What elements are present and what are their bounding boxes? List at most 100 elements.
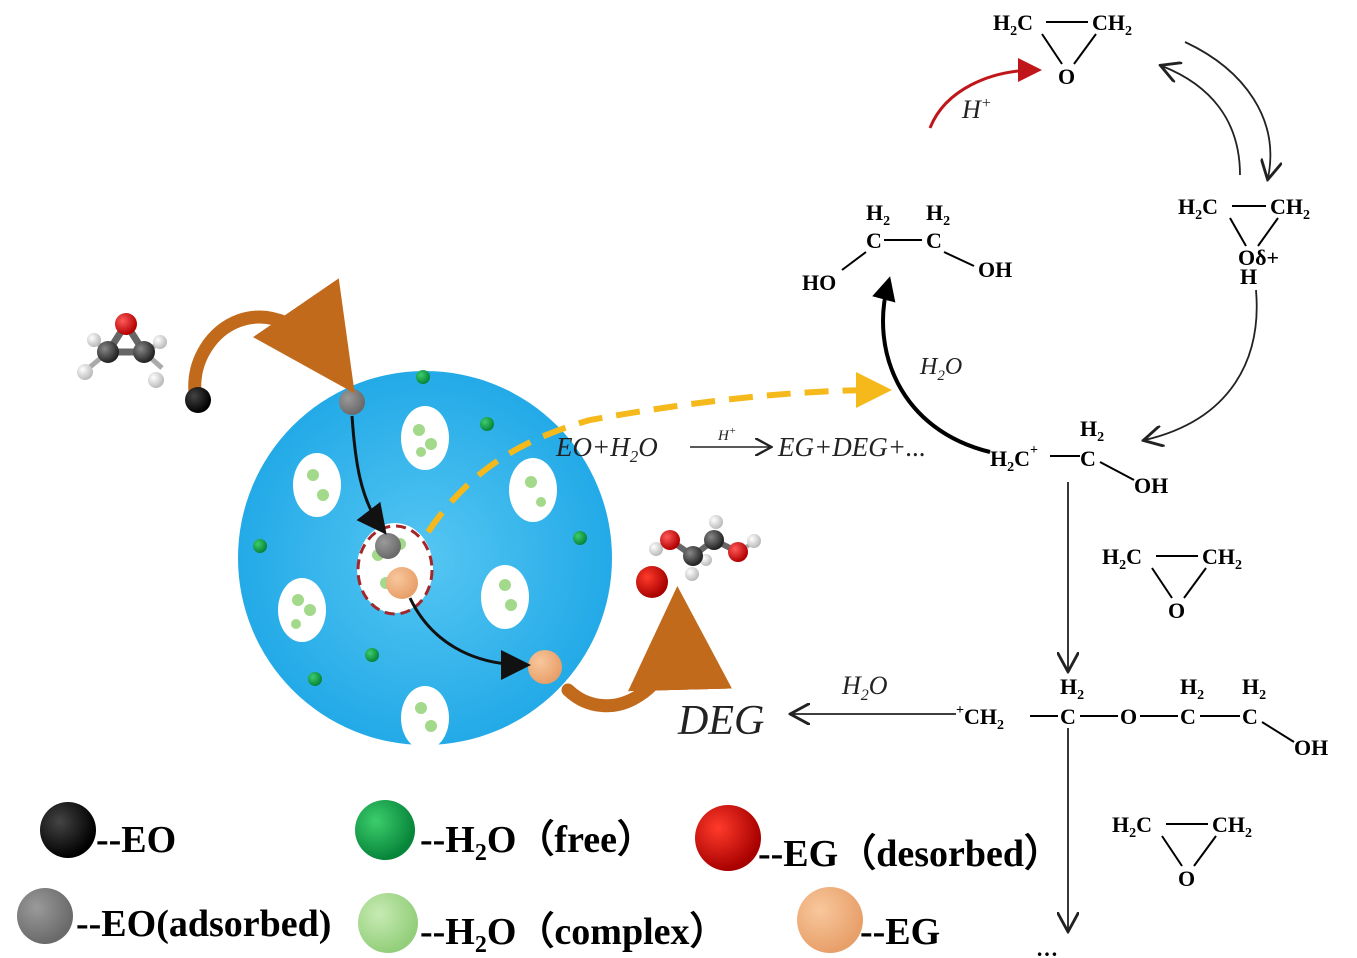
svg-text:CH2: CH2 <box>1212 812 1252 841</box>
complex-cluster <box>401 686 449 750</box>
deg-label: DEG <box>677 698 764 744</box>
legend-h2o-complex-swatch <box>358 893 418 953</box>
legend-eo-swatch <box>40 802 96 858</box>
svg-text:O: O <box>1058 64 1075 89</box>
svg-text:OH: OH <box>1294 735 1328 760</box>
free-water-dot <box>308 672 322 686</box>
reaction-left-end: O <box>638 432 658 462</box>
svg-text:H+: H+ <box>961 95 992 124</box>
equilibrium-forward-arrow <box>1184 41 1270 178</box>
diffusion-arrow <box>350 415 387 535</box>
reaction-right: EG+DEG+... <box>777 432 926 462</box>
svg-text:H2C: H2C <box>1112 812 1152 841</box>
eg-desorbed-dot <box>636 566 668 598</box>
adsorbed-eo-surface <box>339 389 365 415</box>
svg-text:H2C: H2C <box>993 10 1033 39</box>
proton-label: H <box>961 95 982 124</box>
eo-molecule-model <box>77 313 167 388</box>
eo-structure-bottom: H2C CH2 O <box>1112 812 1252 891</box>
protonated-eo-structure: H2C CH2 Oδ+ H <box>1178 194 1310 289</box>
legend-eg-desorbed-label: --EG（desorbed） <box>758 833 1062 875</box>
free-water-dot <box>253 539 267 553</box>
legend-eo-adsorbed-swatch <box>17 888 73 944</box>
product-arrow <box>408 597 531 680</box>
water-label-2: H <box>841 671 862 700</box>
legend-eo-adsorbed-label: --EO(adsorbed) <box>76 903 331 945</box>
reaction-left: EO+H <box>555 432 631 462</box>
ring-opening-arrow <box>1145 289 1258 440</box>
carbocation-structure: H2C+ H2 C OH <box>990 416 1168 498</box>
svg-text:EO+H2O: EO+H2O <box>555 432 658 466</box>
svg-text:H2O: H2O <box>841 671 888 704</box>
svg-text:C: C <box>1060 704 1076 729</box>
svg-text:C: C <box>1180 704 1196 729</box>
svg-text:--H2O（complex）: --H2O（complex） <box>420 911 728 958</box>
svg-text:H2: H2 <box>1080 416 1104 445</box>
svg-text:CH2: CH2 <box>1202 544 1242 573</box>
water-label-1: H <box>919 354 939 380</box>
eo-structure-middle: H2C CH2 O <box>1102 544 1242 623</box>
svg-text:H2C: H2C <box>1102 544 1142 573</box>
eg-surface <box>528 650 562 684</box>
svg-text:H2: H2 <box>1180 674 1204 703</box>
svg-text:Oδ+: Oδ+ <box>1238 245 1279 270</box>
reaction-catalyst-sup: + <box>729 425 736 437</box>
svg-text:OH: OH <box>1134 473 1168 498</box>
hydration-arrow <box>872 276 991 454</box>
svg-text:H2O: H2O <box>919 354 962 384</box>
reaction-left-subscript: 2 <box>630 447 639 466</box>
svg-text:O: O <box>1168 598 1185 623</box>
deg-intermediate-structure: +CH2 H2 C O H2 C H2 C OH <box>956 674 1328 760</box>
svg-text:--H2O（free）: --H2O（free） <box>420 819 655 866</box>
reaction-catalyst: H <box>717 428 730 444</box>
svg-text:H2: H2 <box>926 200 950 229</box>
free-water-dot <box>480 417 494 431</box>
legend-h2o-complex-label: --H <box>420 911 475 953</box>
svg-text:H2: H2 <box>866 200 890 229</box>
svg-text:H2: H2 <box>1242 674 1266 703</box>
svg-text:H2C: H2C <box>1178 194 1218 223</box>
complex-cluster <box>509 458 557 522</box>
svg-text:O: O <box>1120 704 1137 729</box>
free-water-dot <box>573 531 587 545</box>
catalyst-sphere-group <box>238 370 612 750</box>
svg-text:H2: H2 <box>1060 674 1084 703</box>
legend-h2o-free-swatch <box>355 800 415 860</box>
legend-eg-desorbed-swatch <box>695 805 761 871</box>
desorption-arrow <box>561 586 732 713</box>
eg-structure: H2 H2 C C HO OH <box>802 200 1012 295</box>
legend-h2o-free-label: --H <box>420 819 475 861</box>
svg-text:HO: HO <box>802 270 836 295</box>
eo-structure-top: H2C CH2 O <box>993 10 1132 89</box>
eo-dot-free <box>185 387 211 413</box>
svg-text:CH2: CH2 <box>1270 194 1310 223</box>
reaction-site <box>356 523 434 616</box>
legend-eg-label: --EG <box>860 911 940 953</box>
svg-text:+CH2: +CH2 <box>956 703 1004 733</box>
svg-text:C: C <box>926 228 942 253</box>
equilibrium-back-arrow <box>1162 66 1241 176</box>
complex-cluster <box>278 578 326 642</box>
svg-text:C: C <box>1242 704 1258 729</box>
overall-reaction: EO+H2O H+ EG+DEG+... <box>555 425 926 466</box>
svg-text:C: C <box>1080 446 1096 471</box>
svg-text:C: C <box>866 228 882 253</box>
legend: --EO --H2O（free） --EG（desorbed） --EO(ads… <box>17 800 1062 958</box>
complex-cluster <box>481 565 529 629</box>
svg-text:CH2: CH2 <box>1092 10 1132 39</box>
adsorption-arrow <box>188 278 355 399</box>
free-water-dot <box>365 648 379 662</box>
protonation-arrow <box>928 58 1042 129</box>
complex-cluster <box>293 453 341 517</box>
legend-eg-swatch <box>797 887 863 953</box>
eg-at-site <box>386 567 418 599</box>
legend-eo-label: --EO <box>96 819 176 861</box>
svg-text:O: O <box>1178 866 1195 891</box>
svg-text:H: H <box>1240 264 1257 289</box>
svg-text:H2C+: H2C+ <box>990 443 1038 475</box>
ellipsis: … <box>1036 936 1058 958</box>
free-water-dot <box>416 370 430 384</box>
eg-molecule-model <box>649 515 761 581</box>
svg-text:OH: OH <box>978 257 1012 282</box>
